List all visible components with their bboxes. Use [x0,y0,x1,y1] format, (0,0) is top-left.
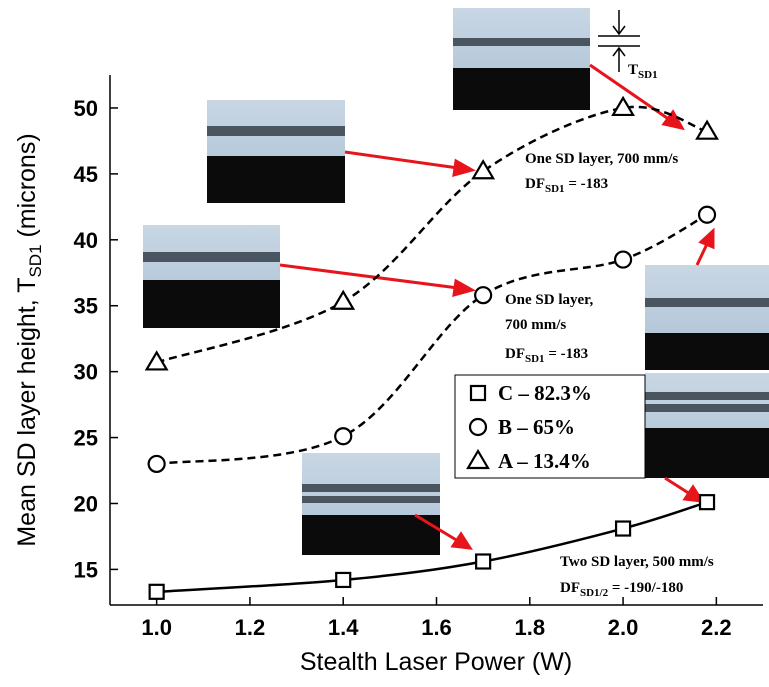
y-tick-label: 40 [74,228,98,253]
legend-label: A – 13.4% [498,449,591,473]
marker-circle [335,428,351,444]
annotation-text: One SD layer, 700 mm/s [525,151,678,167]
annotation-sub: SD1 [638,69,658,81]
annotation-text: Two SD layer, 500 mm/s [560,554,714,570]
marker-circle [149,456,165,472]
legend-label: B – 65% [498,415,575,439]
chart: 15 20 25 30 35 40 45 50 1.0 1.2 1.4 1.6 1.8 2.0 2.2 C –… [0,0,769,687]
marker-circle [475,287,491,303]
annotation-sub: SD1 [525,353,545,365]
y-tick-label: 45 [74,162,98,187]
marker-circle [615,252,631,268]
y-tick-label: 15 [74,557,98,582]
inset [645,373,769,478]
x-tick-label: 2.0 [608,615,639,640]
annotation-text: 700 mm/s [505,317,566,333]
annotation-text: One SD layer, [505,292,593,308]
y-tick-label: 20 [74,491,98,516]
marker-square [336,573,350,587]
annotation: 700 mm/s [505,317,566,333]
inset [143,225,280,328]
annotation-text: = -190/-180 [612,580,683,596]
annotation-text: = -183 [568,176,608,192]
y-label-space [13,238,41,245]
y-label-unit: (microns) [13,133,41,237]
annotation-sub: SD1 [545,183,565,195]
x-axis-label: Stealth Laser Power (W) [300,648,572,676]
marker-triangle [333,292,353,309]
y-tick-label: 35 [74,294,98,319]
annotation: DFSD1 = -183 [525,176,608,195]
annotation: Two SD layer, 500 mm/s [560,554,714,570]
inset [207,100,345,203]
y-tick-label: 30 [74,360,98,385]
marker-square [700,495,714,509]
marker-square [476,554,490,568]
y-tick-label: 50 [74,96,98,121]
annotation-text: DF [560,580,580,596]
y-axis-label: Mean SD layer height, TSD1 (microns) [13,133,45,546]
annotation: DFSD1/2 = -190/-180 [560,580,683,599]
inset [302,453,440,555]
annotation: One SD layer, [505,292,593,308]
marker-square [150,585,164,599]
marker-circle [699,207,715,223]
annotation-sub: SD1/2 [580,587,609,599]
x-tick-label: 1.8 [514,615,545,640]
y-label-main: Mean SD layer height, T [13,278,41,547]
annotation-text: DF [505,346,525,362]
marker-triangle [473,161,493,178]
annotation: TSD1 [628,62,658,81]
y-tick-label: 25 [74,426,98,451]
x-tick-label: 2.2 [701,615,732,640]
annotation-text: DF [525,176,545,192]
inset [645,265,769,370]
x-tick-label: 1.2 [235,615,266,640]
y-label-sub: SD1 [26,244,45,277]
inset [453,8,590,110]
annotation-text: T [628,62,638,78]
x-tick-label: 1.6 [421,615,452,640]
x-tick-label: 1.0 [141,615,172,640]
annotation-text: = -183 [548,346,588,362]
legend-label: C – 82.3% [498,381,592,405]
x-tick-label: 1.4 [328,615,359,640]
annotation: One SD layer, 700 mm/s [525,151,678,167]
marker-square [616,522,630,536]
annotation: DFSD1 = -183 [505,346,588,365]
